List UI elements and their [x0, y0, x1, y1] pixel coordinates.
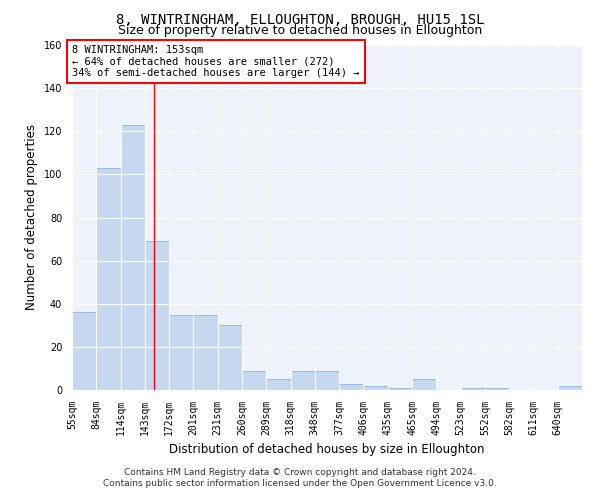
Bar [193, 314, 218, 390]
Y-axis label: Number of detached properties: Number of detached properties [25, 124, 38, 310]
Bar [266, 379, 290, 390]
Bar [339, 384, 364, 390]
Bar [218, 326, 242, 390]
Bar [364, 386, 388, 390]
Bar [121, 125, 145, 390]
X-axis label: Distribution of detached houses by size in Elloughton: Distribution of detached houses by size … [169, 444, 485, 456]
Bar [461, 388, 485, 390]
Text: Size of property relative to detached houses in Elloughton: Size of property relative to detached ho… [118, 24, 482, 37]
Bar [145, 241, 169, 390]
Text: 8 WINTRINGHAM: 153sqm
← 64% of detached houses are smaller (272)
34% of semi-det: 8 WINTRINGHAM: 153sqm ← 64% of detached … [72, 45, 359, 78]
Text: Contains HM Land Registry data © Crown copyright and database right 2024.
Contai: Contains HM Land Registry data © Crown c… [103, 468, 497, 487]
Bar [96, 168, 121, 390]
Bar [412, 379, 436, 390]
Bar [72, 312, 96, 390]
Bar [169, 314, 193, 390]
Bar [388, 388, 412, 390]
Text: 8, WINTRINGHAM, ELLOUGHTON, BROUGH, HU15 1SL: 8, WINTRINGHAM, ELLOUGHTON, BROUGH, HU15… [116, 12, 484, 26]
Bar [558, 386, 582, 390]
Bar [242, 370, 266, 390]
Bar [290, 370, 315, 390]
Bar [485, 388, 509, 390]
Bar [315, 370, 339, 390]
